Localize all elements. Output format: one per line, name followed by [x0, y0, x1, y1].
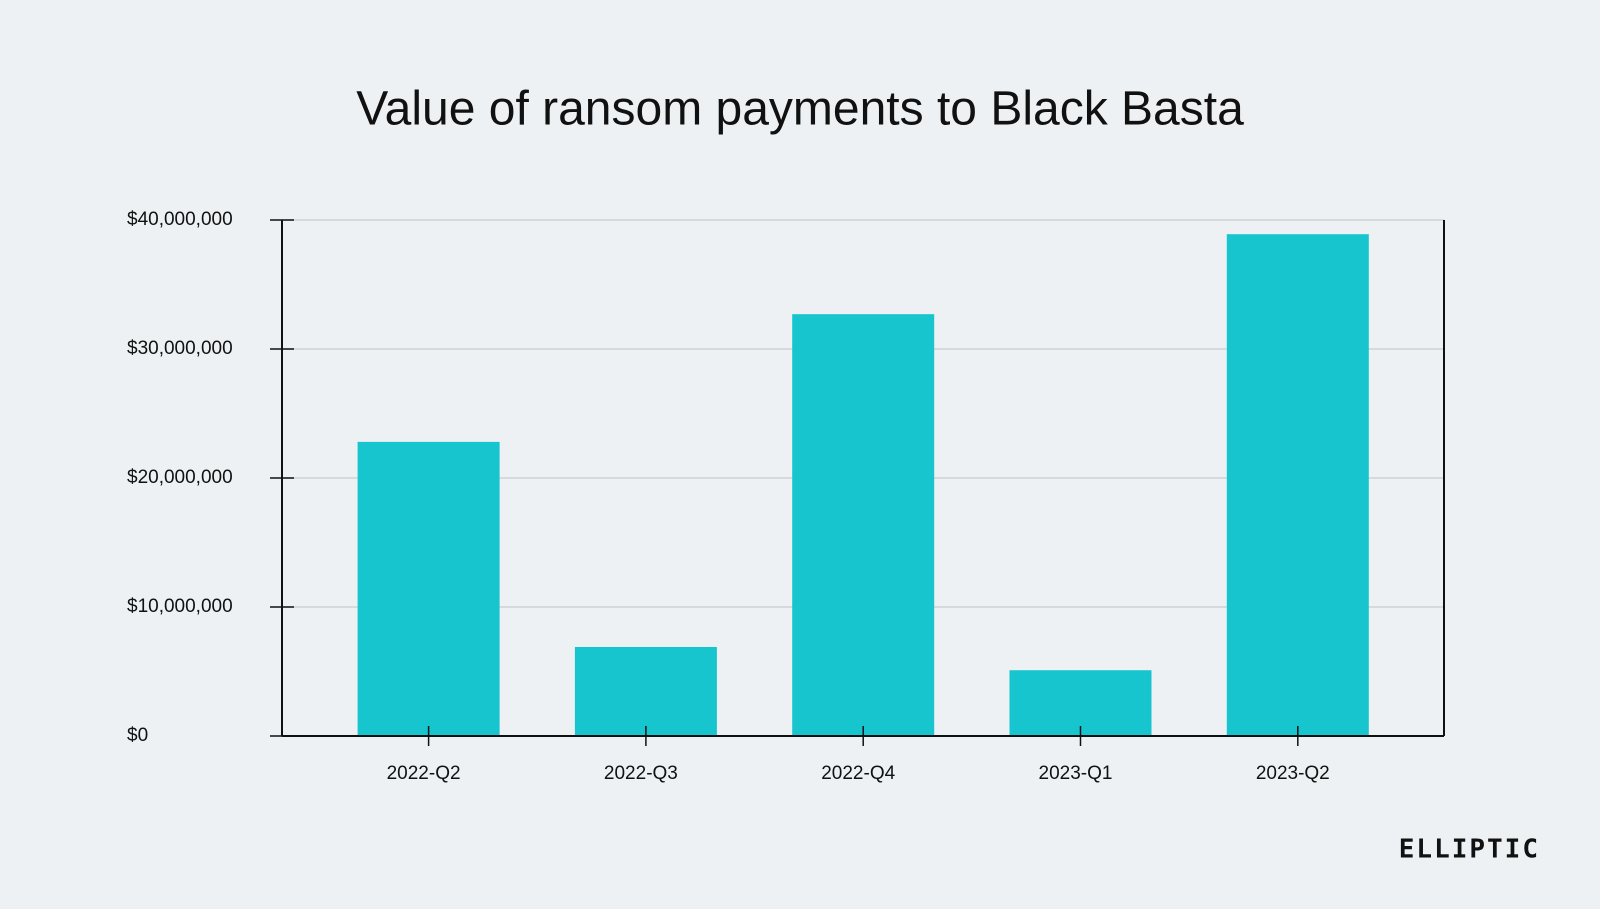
bar [792, 314, 935, 736]
y-tick-label: $10,000,000 [127, 596, 233, 617]
x-tick-label: 2022-Q2 [387, 763, 461, 784]
bar [1009, 670, 1152, 736]
bar [574, 646, 717, 736]
y-tick-label: $40,000,000 [127, 209, 233, 230]
bar [357, 441, 500, 736]
x-tick-label: 2022-Q4 [821, 763, 895, 784]
y-tick-label: $20,000,000 [127, 467, 233, 488]
x-tick-label: 2022-Q3 [604, 763, 678, 784]
chart-title: Value of ransom payments to Black Basta [356, 83, 1244, 136]
x-tick-label: 2023-Q1 [1039, 763, 1113, 784]
bar [1226, 234, 1369, 736]
x-tick-label: 2023-Q2 [1256, 763, 1330, 784]
brand-logo: ELLIPTIC [1399, 835, 1540, 865]
y-tick-label: $30,000,000 [127, 338, 233, 359]
y-tick-label: $0 [127, 725, 148, 746]
